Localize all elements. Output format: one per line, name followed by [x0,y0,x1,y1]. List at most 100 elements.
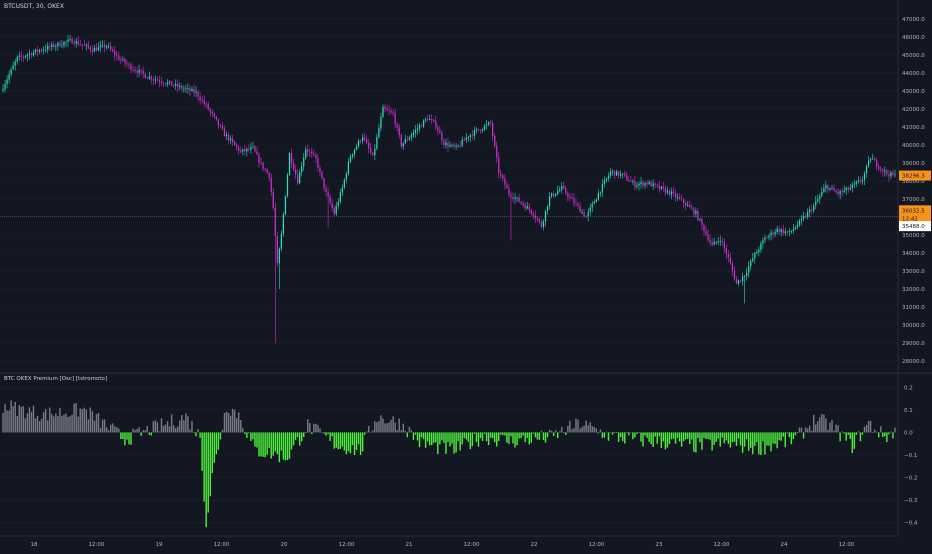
osc-bar-negative [431,432,433,446]
candle-down [642,182,644,186]
candle-down [372,152,374,156]
candle-up [374,148,376,156]
osc-bar-negative [254,432,256,447]
candle-up [2,89,4,91]
time-tick-label: 12:00 [589,542,605,548]
osc-bar-negative [784,432,786,448]
oscillator-histogram [2,400,896,528]
osc-bar-positive [93,420,96,433]
osc-bar-negative [211,432,214,474]
osc-bar-positive [69,416,71,433]
candle-up [43,49,45,51]
candle-up [601,184,604,193]
candle-down [672,191,675,193]
osc-bar-negative [536,432,539,440]
osc-bar-positive [103,419,106,433]
candle-down [359,140,362,142]
osc-bar-positive [392,416,394,433]
osc-bar-positive [309,423,311,433]
candle-up [85,44,87,46]
candle-down [213,113,215,117]
osc-bar-negative [341,432,344,447]
candle-up [660,186,662,189]
symbol-title[interactable]: BTCUSDT, 30, OKEX [4,3,64,10]
candle-down [333,208,335,214]
candle-down [772,232,774,235]
candle-down [630,181,632,182]
candle-up [599,192,602,194]
indicator-title[interactable]: BTC OKEX Premium [Osc] [tstromoto] [4,376,108,382]
candle-down [406,139,408,141]
osc-bar-positive [154,420,157,433]
candle-down [522,202,524,205]
osc-bar-negative [733,432,736,442]
osc-bar-positive [118,428,120,433]
osc-bar-positive [57,415,59,433]
osc-bar-negative [556,432,559,439]
candle-up [800,218,803,221]
osc-bar-negative [851,432,854,454]
osc-bar-positive [114,426,116,433]
candle-down [479,130,482,131]
osc-bar-negative [727,432,730,444]
osc-bar-negative [445,432,447,454]
candle-down [231,138,234,142]
osc-bar-positive [49,407,51,433]
price-axis[interactable]: 47000.0 46000.0 45000.0 44000.0 43000.0 42000… [902,17,925,365]
candle-up [14,61,16,66]
candle-down [262,162,264,169]
osc-bar-negative [435,432,437,443]
oscillator-axis[interactable]: 0.2 0.1 0.0 −0.1 −0.2 −0.3 −0.4 [904,385,918,526]
osc-bar-positive [368,425,370,433]
osc-bar-negative [607,432,610,441]
candle-down [689,205,691,208]
osc-bar-negative [524,432,526,443]
candle-down [878,166,880,169]
candle-up [449,145,451,147]
last-price-label: 38296.3 [902,174,925,180]
osc-bar-negative [337,432,339,450]
osc-bar-negative [713,432,715,445]
candle-down [613,171,616,176]
candle-down [786,231,788,233]
candle-up [555,194,557,196]
candle-down [150,76,152,80]
candle-up [185,88,187,90]
osc-bar-negative [518,432,520,439]
osc-bar-positive [798,427,801,433]
osc-bar-negative [790,432,793,445]
candle-down [258,154,260,163]
osc-bar-positive [867,420,870,433]
osc-bar-negative [794,432,797,436]
candle-down [650,181,652,187]
candle-down [437,127,439,131]
candle-up [770,232,772,236]
osc-bar-positive [321,432,323,433]
osc-bar-negative [355,432,358,450]
candle-down [319,167,321,172]
osc-bar-positive [101,419,104,433]
osc-bar-negative [619,432,622,438]
osc-bar-positive [65,413,67,433]
candle-down [114,51,116,56]
candle-up [108,46,110,47]
osc-bar-negative [695,432,697,453]
candle-up [756,252,758,254]
osc-bar-positive [857,431,860,433]
osc-bar-negative [882,432,884,438]
osc-bar-negative [615,432,618,434]
candle-down [173,85,175,87]
osc-tick-label: 0.0 [904,430,913,436]
osc-bar-negative [331,432,333,437]
osc-bar-positive [231,408,234,433]
osc-bar-negative [640,432,642,442]
time-axis[interactable]: 18 12:00 19 12:00 20 12:00 21 12:00 22 12:00 23 12:… [31,542,855,548]
osc-bar-negative [252,432,254,440]
candle-up [561,186,563,190]
candle-down [859,180,862,182]
candle-up [652,183,654,187]
price-tick-label: 40000.0 [902,143,925,149]
candle-up [813,205,815,211]
